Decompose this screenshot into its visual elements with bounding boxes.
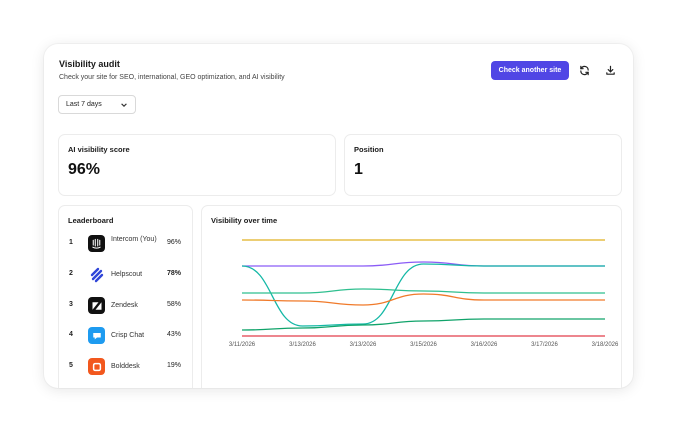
refresh-button[interactable] <box>577 63 591 77</box>
x-tick-label: 3/13/2026 <box>289 342 316 348</box>
leaderboard-pct: 96% <box>166 239 181 246</box>
leaderboard-rank: 4 <box>69 331 73 338</box>
leaderboard-name: Helpscout <box>111 271 143 278</box>
leaderboard-row[interactable]: 1 Intercom (You) 96% <box>59 230 192 258</box>
x-tick-label: 3/13/2026 <box>350 342 377 348</box>
leaderboard-row[interactable]: 2 Helpscout 78% <box>59 261 192 289</box>
visibility-audit-card: Visibility audit Check your site for SEO… <box>44 44 633 388</box>
date-range-value: Last 7 days <box>66 101 102 108</box>
leaderboard-title: Leaderboard <box>68 216 114 225</box>
chart-title: Visibility over time <box>211 216 278 225</box>
bolddesk-logo-icon <box>88 358 105 375</box>
series-line-5 <box>241 318 605 331</box>
ai-visibility-value: 96% <box>68 161 101 178</box>
leaderboard-row[interactable]: 5 Bolddesk 19% <box>59 353 192 381</box>
download-button[interactable] <box>603 63 617 77</box>
position-panel: Position 1 <box>344 134 622 196</box>
leaderboard-pct: 19% <box>166 362 181 369</box>
crisp-logo-icon <box>88 327 105 344</box>
leaderboard-pct: 43% <box>166 331 181 338</box>
check-another-site-button[interactable]: Check another site <box>491 61 569 80</box>
zendesk-logo-icon <box>88 297 105 314</box>
leaderboard-name: Intercom (You) <box>111 236 157 243</box>
page-title: Visibility audit <box>59 59 120 69</box>
chevron-down-icon <box>121 103 127 107</box>
leaderboard-name: Crisp Chat <box>111 332 145 339</box>
x-tick-label: 3/17/2026 <box>531 342 558 348</box>
refresh-icon <box>579 65 589 75</box>
download-icon <box>605 65 615 75</box>
leaderboard-panel: Leaderboard 1 Intercom (You) 96% 2 Helps… <box>58 205 193 388</box>
leaderboard-rank: 2 <box>69 270 73 277</box>
leaderboard-row[interactable]: 4 Crisp Chat 43% <box>59 322 192 350</box>
helpscout-logo-icon <box>88 266 105 283</box>
x-tick-label: 3/18/2026 <box>592 342 619 348</box>
ai-visibility-label: AI visibility score <box>68 145 130 154</box>
visibility-line-chart: 3/11/2026 3/13/2026 3/13/2026 3/15/2026 3/16… <box>229 239 619 348</box>
series-line-4 <box>241 293 605 306</box>
visibility-chart-panel: Visibility over time 3/11/2026 3/13/2026 3… <box>201 205 622 388</box>
position-label: Position <box>354 145 384 154</box>
x-tick-label: 3/16/2026 <box>471 342 498 348</box>
leaderboard-rank: 3 <box>69 301 73 308</box>
leaderboard-pct: 78% <box>166 270 181 277</box>
leaderboard-row[interactable]: 3 Zendesk 58% <box>59 292 192 320</box>
page-subtitle: Check your site for SEO, international, … <box>59 74 285 81</box>
date-range-select[interactable]: Last 7 days <box>58 95 136 114</box>
series-line-3 <box>242 288 605 294</box>
leaderboard-pct: 58% <box>166 301 181 308</box>
leaderboard-name: Bolddesk <box>111 363 140 370</box>
position-value: 1 <box>354 161 363 178</box>
intercom-logo-icon <box>88 235 105 252</box>
leaderboard-rank: 5 <box>69 362 73 369</box>
x-tick-label: 3/11/2026 <box>229 342 256 348</box>
x-tick-label: 3/15/2026 <box>410 342 437 348</box>
leaderboard-name: Zendesk <box>111 302 138 309</box>
leaderboard-rank: 1 <box>69 239 73 246</box>
series-line-2 <box>241 263 605 327</box>
ai-visibility-score-panel: AI visibility score 96% <box>58 134 336 196</box>
